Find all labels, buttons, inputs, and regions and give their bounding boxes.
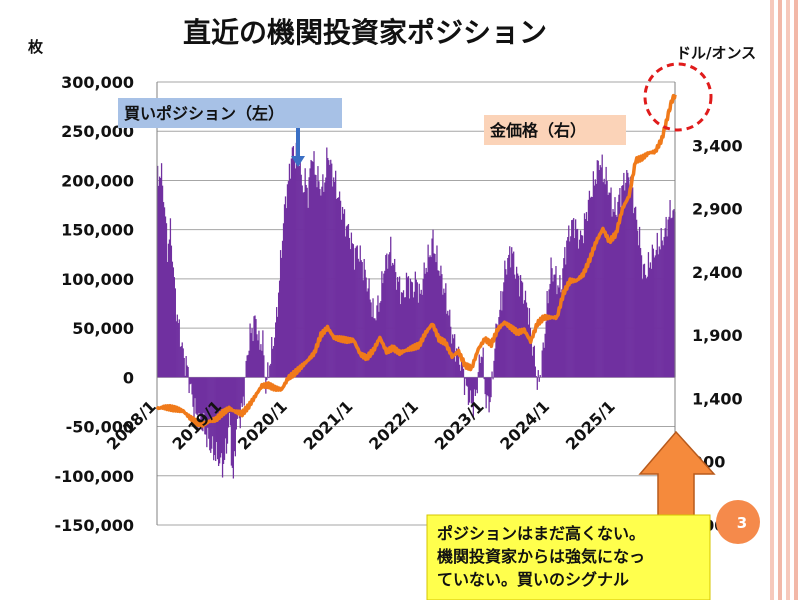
position-bar-113	[268, 377, 269, 378]
x-tick-label-6: 2024/1	[496, 397, 553, 454]
chart-title: 直近の機関投資家ポジション	[183, 16, 547, 49]
x-tick-label-5: 2023/1	[431, 397, 488, 454]
page-number: 3	[737, 514, 747, 532]
left-axis-ticks: 300,000250,000200,000150,000100,00050,00…	[54, 73, 134, 535]
note-line-1: ポジションはまだ高くない。	[437, 524, 645, 543]
position-bar-388	[539, 377, 540, 382]
left-tick-label-6: 0	[123, 368, 134, 387]
position-bar-387	[538, 370, 539, 377]
position-bar-341	[492, 377, 493, 379]
position-bar-331	[483, 348, 484, 378]
position-bar-109	[264, 377, 265, 378]
position-bar-111	[266, 377, 267, 380]
position-bar-311	[463, 369, 464, 377]
right-tick-label-1: 2,900	[692, 200, 743, 219]
position-bar-389	[540, 375, 541, 377]
position-bar-27	[184, 358, 185, 377]
highlight-circle	[645, 64, 711, 130]
position-bar-112	[267, 362, 268, 377]
right-axis-unit: ドル/オンス	[676, 44, 756, 62]
right-tick-label-2: 2,400	[692, 263, 743, 282]
left-tick-label-2: 200,000	[61, 171, 134, 190]
x-tick-label-7: 2025/1	[562, 397, 619, 454]
position-bar-31	[187, 367, 188, 377]
frame-stripe-2	[778, 0, 782, 600]
up-arrow	[640, 432, 714, 524]
frame-stripe-1	[770, 0, 774, 600]
left-tick-label-4: 100,000	[61, 270, 134, 289]
x-tick-label-3: 2021/1	[300, 397, 357, 454]
left-tick-label-8: -100,000	[54, 467, 134, 486]
position-bar-88	[244, 377, 245, 405]
left-axis-unit: 枚	[28, 38, 44, 56]
position-bar-340	[491, 372, 492, 378]
note-line-2: 機関投資家からは強気になっ	[437, 547, 645, 566]
buy-position-callout-text: 買いポジション（左）	[124, 104, 284, 123]
position-bar-386	[537, 377, 538, 390]
right-tick-label-4: 1,400	[692, 389, 743, 408]
frame-stripe-3	[786, 0, 790, 600]
note-line-3: ていない。買いのシグナル	[437, 570, 629, 589]
left-tick-label-0: 300,000	[61, 73, 134, 92]
position-bar-325	[477, 377, 478, 393]
x-tick-label-4: 2022/1	[365, 397, 422, 454]
position-bar-108	[263, 355, 264, 377]
right-tick-label-3: 1,900	[692, 326, 743, 345]
right-tick-label-0: 3,400	[692, 136, 743, 155]
position-bar-312	[464, 377, 465, 395]
left-tick-label-3: 150,000	[61, 221, 134, 240]
gold-price-callout-text: 金価格（右）	[489, 121, 586, 140]
position-bar-385	[536, 376, 537, 377]
frame-stripe-4	[794, 0, 798, 600]
position-bar-339	[490, 377, 491, 397]
position-bar-384	[535, 367, 536, 378]
left-tick-label-9: -150,000	[54, 516, 134, 535]
left-tick-label-5: 50,000	[72, 319, 134, 338]
